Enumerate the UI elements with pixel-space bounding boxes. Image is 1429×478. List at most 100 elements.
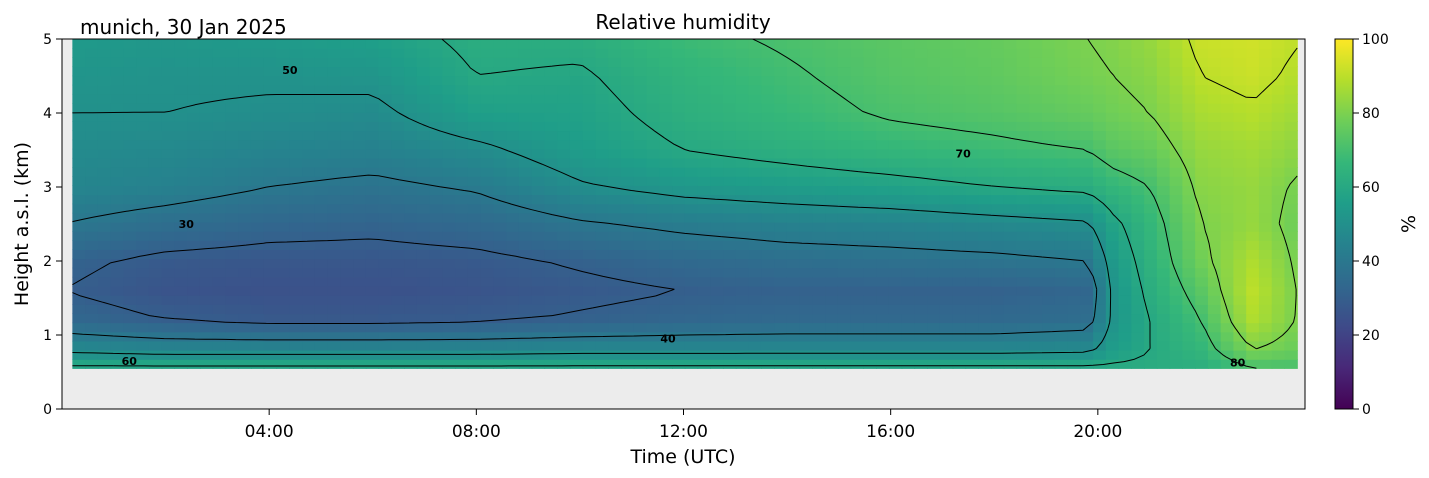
heatmap-cell bbox=[340, 167, 354, 177]
heatmap-cell bbox=[901, 221, 916, 232]
heatmap-cell bbox=[1067, 75, 1081, 86]
heatmap-cell bbox=[480, 194, 495, 205]
heatmap-cell bbox=[391, 48, 405, 58]
heatmap-cell bbox=[365, 167, 380, 177]
heatmap-cell bbox=[480, 157, 495, 168]
heatmap-cell bbox=[1258, 313, 1273, 324]
heatmap-cell bbox=[506, 84, 520, 95]
heatmap-cell bbox=[1067, 66, 1081, 77]
heatmap-cell bbox=[148, 258, 163, 269]
heatmap-cell bbox=[684, 167, 699, 177]
heatmap-cell bbox=[1016, 139, 1030, 150]
heatmap-cell bbox=[939, 75, 954, 86]
heatmap-cell bbox=[136, 112, 150, 122]
heatmap-cell bbox=[1131, 84, 1145, 95]
heatmap-cell bbox=[238, 276, 252, 287]
heatmap-cell bbox=[276, 93, 290, 104]
heatmap-cell bbox=[1016, 84, 1030, 95]
heatmap-cell bbox=[212, 258, 227, 269]
heatmap-cell bbox=[289, 231, 303, 241]
heatmap-cell bbox=[1220, 295, 1235, 305]
heatmap-cell bbox=[646, 212, 660, 223]
heatmap-cell bbox=[774, 322, 788, 333]
heatmap-cell bbox=[901, 148, 916, 159]
heatmap-cell bbox=[467, 322, 482, 333]
heatmap-cell bbox=[569, 322, 584, 333]
heatmap-cell bbox=[85, 322, 99, 333]
heatmap-cell bbox=[952, 48, 967, 58]
heatmap-cell bbox=[378, 194, 392, 205]
heatmap-cell bbox=[659, 249, 673, 260]
heatmap-cell bbox=[72, 194, 86, 205]
heatmap-cell bbox=[863, 212, 877, 223]
heatmap-cell bbox=[1284, 267, 1298, 278]
heatmap-cell bbox=[518, 322, 533, 333]
heatmap-cell bbox=[314, 331, 329, 342]
heatmap-cell bbox=[1271, 313, 1286, 324]
heatmap-cell bbox=[1080, 93, 1094, 104]
heatmap-cell bbox=[1118, 285, 1132, 296]
heatmap-cell bbox=[1169, 84, 1183, 95]
heatmap-cell bbox=[314, 185, 329, 196]
heatmap-cell bbox=[442, 249, 456, 260]
heatmap-cell bbox=[901, 103, 916, 113]
heatmap-cell bbox=[659, 103, 673, 113]
heatmap-cell bbox=[1284, 93, 1298, 104]
heatmap-cell bbox=[774, 139, 788, 150]
heatmap-cell bbox=[148, 340, 163, 351]
heatmap-cell bbox=[825, 203, 839, 214]
heatmap-cell bbox=[1054, 84, 1069, 95]
heatmap-cell bbox=[238, 103, 252, 113]
heatmap-cell bbox=[123, 249, 137, 260]
heatmap-cell bbox=[314, 267, 329, 278]
heatmap-cell bbox=[174, 304, 188, 315]
heatmap-cell bbox=[187, 267, 201, 278]
heatmap-cell bbox=[582, 285, 597, 296]
heatmap-cell bbox=[1156, 130, 1171, 141]
heatmap-cell bbox=[1016, 130, 1030, 141]
heatmap-cell bbox=[263, 295, 278, 305]
heatmap-cell bbox=[1246, 276, 1260, 287]
heatmap-cell bbox=[1156, 258, 1171, 269]
heatmap-cell bbox=[148, 148, 163, 159]
heatmap-cell bbox=[480, 231, 495, 241]
heatmap-cell bbox=[161, 57, 176, 68]
heatmap-cell bbox=[1105, 93, 1120, 104]
heatmap-cell bbox=[1156, 139, 1171, 150]
heatmap-cell bbox=[1182, 75, 1196, 86]
heatmap-cell bbox=[825, 359, 839, 369]
heatmap-cell bbox=[799, 194, 813, 205]
heatmap-cell bbox=[416, 176, 431, 186]
heatmap-cell bbox=[1207, 203, 1222, 214]
heatmap-cell bbox=[1258, 185, 1273, 196]
heatmap-cell bbox=[199, 231, 214, 241]
heatmap-cell bbox=[582, 212, 597, 223]
heatmap-cell bbox=[506, 167, 520, 177]
heatmap-cell bbox=[161, 221, 176, 232]
heatmap-cell bbox=[1131, 167, 1145, 177]
heatmap-cell bbox=[1284, 185, 1298, 196]
heatmap-cell bbox=[812, 231, 826, 241]
heatmap-cell bbox=[544, 359, 558, 369]
heatmap-cell bbox=[608, 185, 622, 196]
heatmap-cell bbox=[799, 221, 813, 232]
heatmap-cell bbox=[289, 167, 303, 177]
heatmap-cell bbox=[161, 75, 176, 86]
heatmap-cell bbox=[876, 340, 890, 351]
heatmap-cell bbox=[85, 231, 99, 241]
heatmap-cell bbox=[506, 285, 520, 296]
heatmap-cell bbox=[965, 212, 979, 223]
heatmap-cell bbox=[1118, 258, 1132, 269]
heatmap-cell bbox=[123, 139, 137, 150]
heatmap-cell bbox=[455, 359, 469, 369]
heatmap-cell bbox=[952, 121, 967, 132]
heatmap-cell bbox=[1258, 203, 1273, 214]
heatmap-cell bbox=[837, 340, 852, 351]
heatmap-cell bbox=[748, 176, 762, 186]
heatmap-cell bbox=[416, 249, 431, 260]
heatmap-cell bbox=[238, 57, 252, 68]
heatmap-cell bbox=[442, 75, 456, 86]
heatmap-cell bbox=[850, 93, 865, 104]
location-label: munich, 30 Jan 2025 bbox=[80, 15, 287, 39]
heatmap-cell bbox=[1003, 93, 1018, 104]
